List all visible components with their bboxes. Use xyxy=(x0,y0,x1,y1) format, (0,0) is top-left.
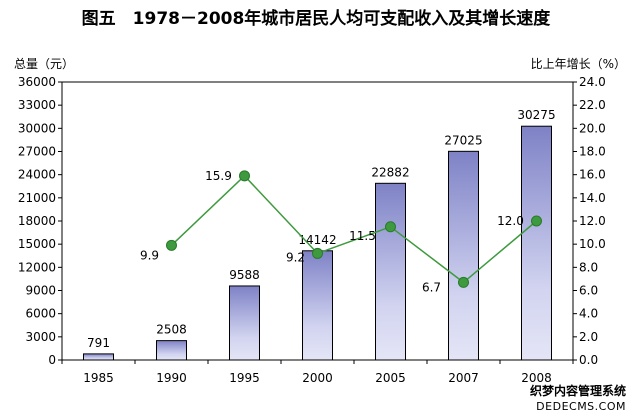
y-tick-label: 36000 xyxy=(18,75,56,89)
growth-line xyxy=(170,174,537,284)
y2-tick-label: 24.0 xyxy=(579,75,606,89)
growth-value-label: 9.2 xyxy=(286,250,305,264)
bar xyxy=(375,182,406,361)
growth-value-label: 11.5 xyxy=(349,229,376,243)
x-tick-label: 2007 xyxy=(448,371,479,385)
watermark-url: DEDECMS.COM xyxy=(536,400,626,413)
bar-value-label: 2508 xyxy=(156,323,187,337)
y-tick-label: 33000 xyxy=(18,98,56,112)
bar xyxy=(229,285,260,361)
bar-value-label: 27025 xyxy=(444,133,482,147)
growth-marker xyxy=(312,247,323,259)
y-tick-label: 0 xyxy=(48,353,56,367)
y-tick-label: 15000 xyxy=(18,237,56,251)
bar xyxy=(521,125,552,361)
bar-value-label: 30275 xyxy=(517,108,555,122)
bar xyxy=(448,150,479,361)
x-tick-label: 1995 xyxy=(229,371,260,385)
bar xyxy=(83,353,114,361)
x-tick-label: 2008 xyxy=(521,371,552,385)
y-tick-label: 24000 xyxy=(18,168,56,182)
growth-marker xyxy=(166,239,177,251)
y2-tick-label: 20.0 xyxy=(579,121,606,135)
growth-marker xyxy=(531,215,542,227)
y-tick-label: 3000 xyxy=(25,330,56,344)
growth-marker xyxy=(385,221,396,233)
y2-tick-label: 6.0 xyxy=(579,284,598,298)
y2-tick-label: 14.0 xyxy=(579,191,606,205)
x-tick-label: 1985 xyxy=(83,371,114,385)
y2-tick-label: 16.0 xyxy=(579,168,606,182)
y2-axis-title: 比上年增长（%） xyxy=(531,57,626,71)
y-axis-title: 总量（元） xyxy=(14,57,74,71)
bar-value-label: 791 xyxy=(87,336,110,350)
y2-tick-label: 2.0 xyxy=(579,330,598,344)
bar-value-label: 9588 xyxy=(229,268,260,282)
x-tick-label: 1990 xyxy=(156,371,187,385)
chart-title: 图五 1978－2008年城市居民人均可支配收入及其增长速度 xyxy=(81,9,551,29)
plot-area: 0 3000 6000 9000 12000 15000 18000 21000 24000 27… xyxy=(18,75,606,385)
growth-marker xyxy=(239,170,250,182)
y2-tick-label: 8.0 xyxy=(579,260,598,274)
bar xyxy=(302,250,333,361)
y-tick-label: 12000 xyxy=(18,260,56,274)
y2-tick-label: 22.0 xyxy=(579,98,606,112)
y-tick-label: 30000 xyxy=(18,121,56,135)
y-tick-label: 21000 xyxy=(18,191,56,205)
growth-value-label: 12.0 xyxy=(497,214,524,228)
x-tick-label: 2005 xyxy=(375,371,406,385)
y2-tick-label: 18.0 xyxy=(579,145,606,159)
y2-tick-label: 10.0 xyxy=(579,237,606,251)
x-tick-label: 2000 xyxy=(302,371,333,385)
y-tick-label: 6000 xyxy=(25,307,56,321)
growth-value-label: 15.9 xyxy=(205,169,232,183)
y2-tick-label: 4.0 xyxy=(579,307,598,321)
y2-tick-label: 0.0 xyxy=(579,353,598,367)
y-tick-label: 27000 xyxy=(18,145,56,159)
y-tick-label: 18000 xyxy=(18,214,56,228)
y-tick-label: 9000 xyxy=(25,284,56,298)
bar xyxy=(156,340,187,361)
watermark-text: 织梦内容管理系统 xyxy=(529,384,626,398)
growth-value-label: 6.7 xyxy=(422,280,441,294)
growth-marker xyxy=(458,276,469,288)
y2-tick-label: 12.0 xyxy=(579,214,606,228)
growth-value-label: 9.9 xyxy=(140,248,159,262)
bar-value-label: 22882 xyxy=(371,165,409,179)
